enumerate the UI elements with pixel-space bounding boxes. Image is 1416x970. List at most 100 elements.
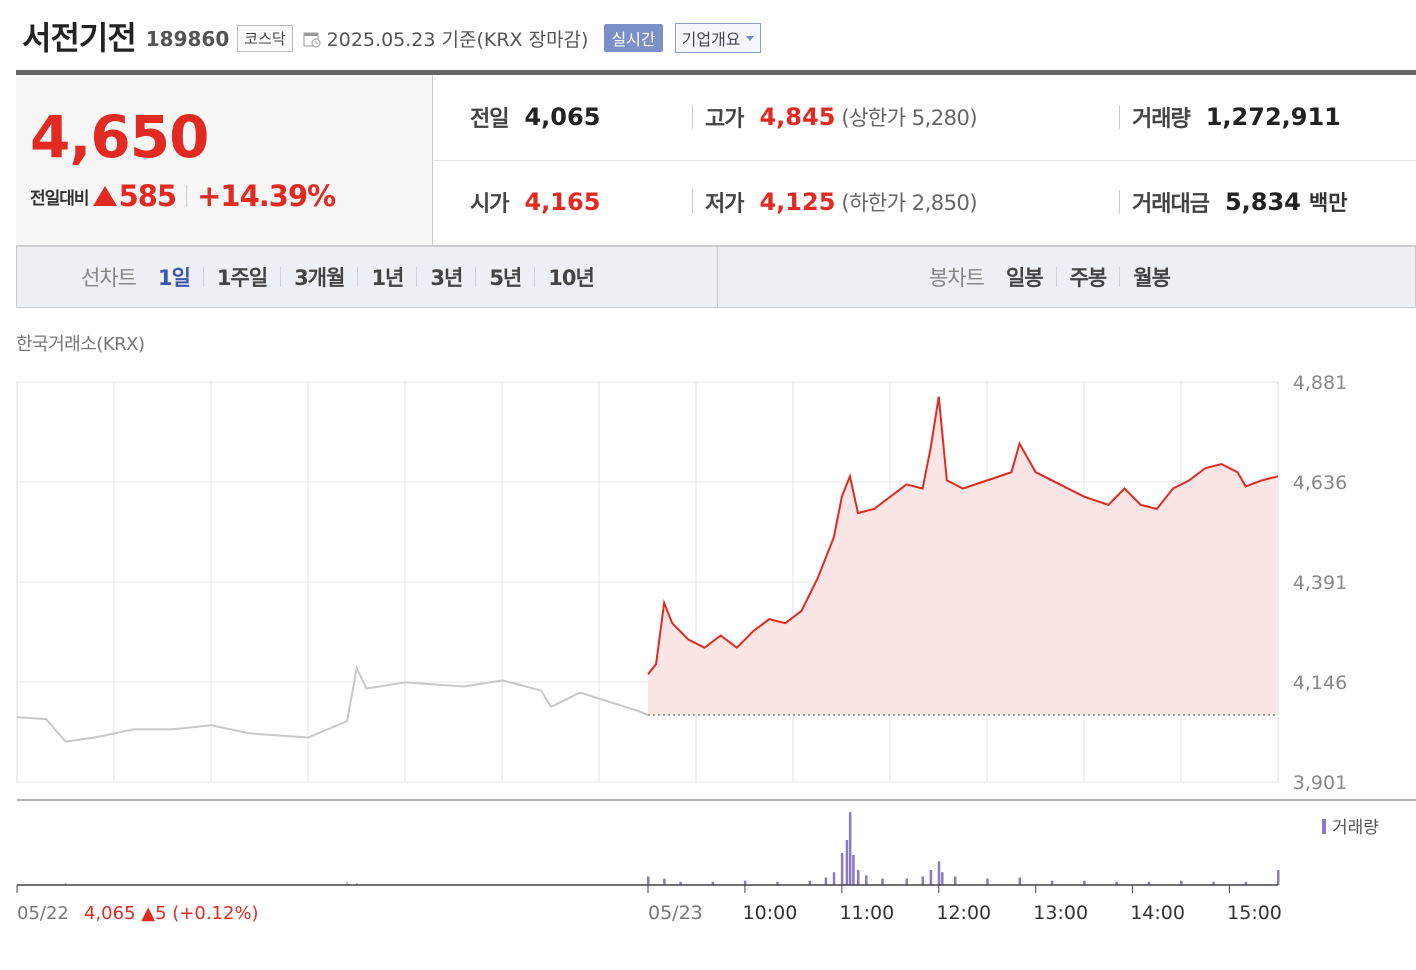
- volume-bar: [905, 878, 908, 885]
- volume-bar: [808, 880, 812, 885]
- volume-bar: [840, 852, 844, 885]
- tab-1d[interactable]: 1일: [157, 266, 191, 290]
- y-tick-label: 4,881: [1293, 372, 1347, 394]
- price-chart: 4,881 4,636 4,391 4,146 3,901 거래량 05/23 10:00 11…: [16, 372, 1416, 924]
- chart-period-tabs: 선차트 1일 1주일 3개월 1년 3년 5년 10년 봉차트 일봉 주봉 월봉: [16, 246, 1416, 308]
- trade-amount: 거래대금 5,834 백만: [1132, 182, 1348, 222]
- high-label: 고가: [705, 107, 744, 132]
- quote-details: 전일 4,065 고가 4,845 (상한가 5,280) 거래량 1,272,…: [433, 75, 1416, 245]
- tab-weekly[interactable]: 주봉: [1069, 266, 1108, 290]
- x-tick-label: 10:00: [743, 902, 798, 924]
- volume-bar: [832, 872, 836, 885]
- low: 저가 4,125 (하한가 2,850): [705, 182, 978, 222]
- company-info-label: 기업개요: [681, 30, 741, 49]
- tab-1y[interactable]: 1년: [371, 266, 404, 290]
- open: 시가 4,165: [470, 182, 600, 222]
- volume-bar: [355, 882, 358, 885]
- tabs-divider: [717, 247, 718, 307]
- volume-bar: [1018, 877, 1022, 885]
- y-tick-label: 4,146: [1293, 672, 1347, 694]
- company-info-dropdown[interactable]: 기업개요: [674, 23, 761, 53]
- divider: [202, 267, 204, 287]
- x-tick-label: 13:00: [1033, 902, 1088, 924]
- y-tick-label: 4,391: [1293, 572, 1347, 594]
- y-tick-label: 4,636: [1293, 472, 1347, 494]
- divider: [357, 267, 359, 287]
- volume-bar: [852, 855, 855, 885]
- volume-bar: [743, 880, 747, 885]
- x-tick-label: 05/23: [648, 902, 703, 924]
- volume-bar: [848, 812, 852, 885]
- prev-close-value: 4,065: [524, 103, 601, 131]
- divider: [692, 190, 693, 214]
- date-text: 2025.05.23 기준(KRX 장마감): [326, 28, 589, 51]
- volume-bar: [941, 872, 944, 885]
- price-area: [648, 396, 1278, 716]
- divider: [1119, 105, 1120, 129]
- realtime-button[interactable]: 실시간: [604, 24, 663, 52]
- tab-3m[interactable]: 3개월: [294, 266, 345, 290]
- volume-bar: [1277, 870, 1280, 885]
- divider: [475, 267, 477, 287]
- volume-bar: [1180, 880, 1183, 885]
- tab-3y[interactable]: 3년: [430, 266, 463, 290]
- volume-bar: [1147, 881, 1151, 885]
- prev-close-label: 전일: [470, 107, 509, 132]
- x-tick-label: 11:00: [839, 902, 894, 924]
- stock-name: 서전기전: [22, 19, 137, 57]
- up-arrow-icon: [92, 186, 117, 206]
- tab-monthly[interactable]: 월봉: [1133, 266, 1171, 290]
- high-value: 4,845: [759, 103, 836, 131]
- divider: [692, 105, 693, 129]
- volume-bar: [929, 870, 933, 885]
- volume-bar: [986, 878, 989, 885]
- price-line: [647, 396, 1279, 675]
- line-chart-tabs: 선차트 1일 1주일 3개월 1년 3년 5년 10년: [81, 247, 595, 307]
- title-bar: 서전기전 189860 코스닥 2025.05.23 기준(KRX 장마감) 실…: [22, 12, 761, 60]
- volume-bar: [824, 877, 828, 885]
- lower-limit: (하한가 2,850): [841, 191, 978, 215]
- volume-bar: [679, 881, 682, 885]
- x-tick-label: 15:00: [1227, 902, 1282, 924]
- tab-10y[interactable]: 10년: [548, 266, 595, 290]
- divider: [186, 185, 188, 207]
- open-value: 4,165: [524, 188, 601, 216]
- volume-bar: [1115, 881, 1118, 885]
- volume-bar: [64, 882, 67, 885]
- price-change: 전일대비 585 +14.39%: [30, 179, 336, 213]
- x-tick-label: 14:00: [1130, 902, 1185, 924]
- volume-bar: [845, 840, 849, 885]
- prev-day-summary: 4,065 ▲5 (+0.12%): [84, 903, 259, 924]
- calendar-icon: [303, 30, 321, 48]
- volume-bar: [711, 881, 715, 885]
- volume-bar: [663, 878, 666, 885]
- volume-bar: [881, 878, 884, 885]
- volume-legend-label: 거래량: [1332, 818, 1379, 838]
- low-value: 4,125: [759, 188, 836, 216]
- volume-value: 1,272,911: [1205, 103, 1341, 131]
- volume-bar: [1212, 881, 1215, 885]
- line-chart-label: 선차트: [81, 266, 137, 290]
- volume-bar: [921, 876, 925, 885]
- stock-code: 189860: [145, 27, 230, 51]
- tab-daily[interactable]: 일봉: [1005, 266, 1044, 290]
- prev-close: 전일 4,065: [470, 97, 600, 137]
- volume-bar: [857, 870, 860, 885]
- amount-value: 5,834: [1224, 188, 1301, 216]
- volume-legend-swatch: [1322, 819, 1326, 834]
- volume-bar: [1083, 880, 1086, 885]
- upper-limit: (상한가 5,280): [841, 106, 978, 130]
- volume-bar: [1244, 881, 1248, 885]
- current-price: 4,650: [30, 103, 209, 171]
- tab-5y[interactable]: 5년: [489, 266, 522, 290]
- candle-chart-tabs: 봉차트 일봉 주봉 월봉: [929, 247, 1171, 307]
- chevron-down-icon: [745, 35, 754, 41]
- low-label: 저가: [705, 192, 744, 217]
- volume: 거래량 1,272,911: [1132, 97, 1341, 137]
- volume-bar: [865, 875, 868, 885]
- prev-day-line: [16, 664, 649, 743]
- y-tick-label: 3,901: [1293, 772, 1347, 794]
- divider: [1119, 267, 1121, 287]
- tab-1w[interactable]: 1주일: [216, 266, 268, 290]
- market-badge: 코스닥: [237, 24, 293, 52]
